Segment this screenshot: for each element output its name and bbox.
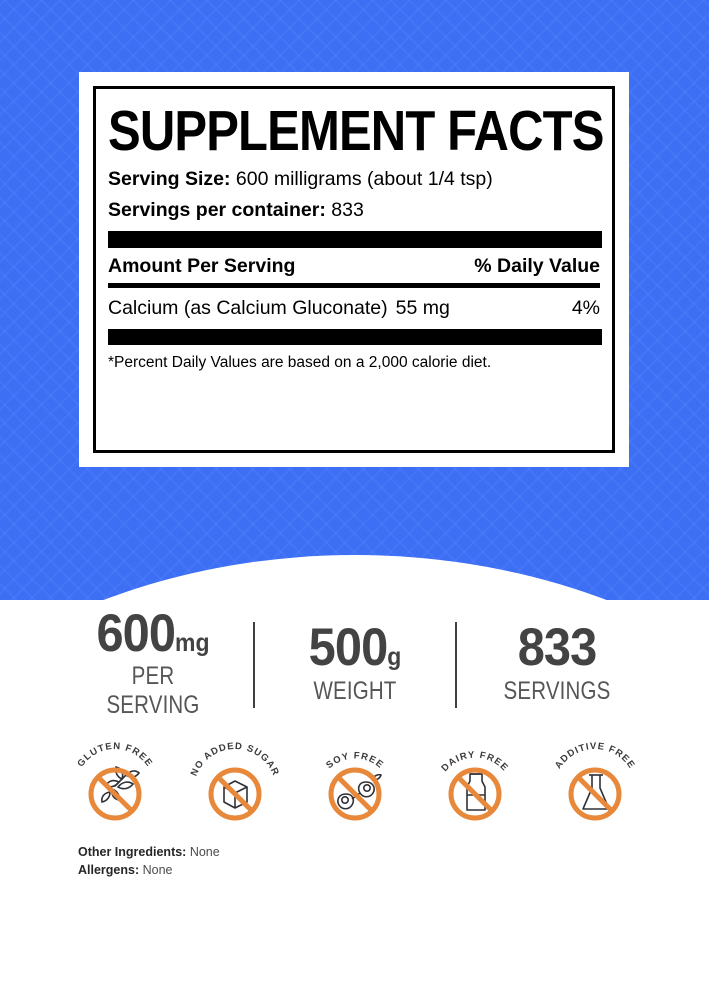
prohibition-circle <box>448 767 501 821</box>
stat-weight: 500g WEIGHT <box>271 618 439 705</box>
table-row: Calcium (as Calcium Gluconate) 55 mg 4% <box>108 297 600 320</box>
svg-text:GLUTEN FREE: GLUTEN FREE <box>75 741 154 769</box>
header-black-bar <box>108 231 602 248</box>
serving-size-label: Serving Size: <box>108 168 231 190</box>
servings-per-container-row: Servings per container: 833 <box>108 199 602 222</box>
header-rule <box>108 283 600 288</box>
prohibition-circle <box>328 767 381 821</box>
supplement-facts-panel: SUPPLEMENT FACTS Serving Size: 600 milli… <box>79 72 629 467</box>
prohibition-slash <box>455 775 494 813</box>
stat-weight-unit: g <box>386 643 401 672</box>
stat-per-serving-unit: mg <box>174 628 210 657</box>
nutrient-daily-value: 4% <box>571 297 600 319</box>
daily-value-footnote: *Percent Daily Values are based on a 2,0… <box>108 354 492 371</box>
prohibition-slash <box>215 775 254 813</box>
badge-soy-free: SOY FREE <box>306 732 404 832</box>
allergens-line: Allergens: None <box>78 861 220 879</box>
prohibition-circle <box>568 767 621 821</box>
nutrient-name: Calcium (as Calcium Gluconate) <box>108 297 388 319</box>
allergens-value: None <box>142 863 173 878</box>
serving-size-value: 600 milligrams (about 1/4 tsp) <box>235 168 493 190</box>
stat-divider <box>252 621 255 708</box>
stats-row: 600mg PER SERVING 500g WEIGHT 833 SERVIN… <box>0 603 709 720</box>
stat-weight-label: WEIGHT <box>313 676 396 705</box>
stat-weight-value: 500g <box>308 618 401 678</box>
supplement-facts-title: SUPPLEMENT FACTS <box>108 99 604 163</box>
prohibition-slash <box>575 775 614 813</box>
supplement-facts-border: SUPPLEMENT FACTS Serving Size: 600 milli… <box>93 86 615 453</box>
servings-per-container-value: 833 <box>331 199 364 221</box>
stat-servings-value: 833 <box>517 618 597 678</box>
certification-badges: GLUTEN FREE NO ADDED SUGAR <box>0 732 709 832</box>
prohibition-circle <box>88 767 141 821</box>
badge-dairy-free: DAIRY FREE <box>426 732 524 832</box>
serving-size-row: Serving Size: 600 milligrams (about 1/4 … <box>108 168 602 191</box>
allergens-label: Allergens: <box>78 863 140 878</box>
daily-value-header: % Daily Value <box>474 255 600 277</box>
badge-gluten-free: GLUTEN FREE <box>66 732 164 832</box>
badge-no-added-sugar: NO ADDED SUGAR <box>186 732 284 832</box>
prohibition-circle <box>208 767 261 821</box>
other-ingredients-value: None <box>189 845 220 859</box>
footer-black-bar <box>108 329 602 345</box>
other-ingredients-label: Other Ingredients: <box>78 845 187 859</box>
table-header-row: Amount Per Serving % Daily Value <box>108 255 600 278</box>
stat-per-serving: 600mg PER SERVING <box>69 603 237 720</box>
svg-text:ADDITIVE FREE: ADDITIVE FREE <box>552 741 636 771</box>
badge-label-additive-free: ADDITIVE FREE <box>552 741 635 771</box>
stat-servings: 833 SERVINGS <box>473 618 641 705</box>
amount-per-serving-header: Amount Per Serving <box>108 255 296 277</box>
flask-icon <box>581 774 610 810</box>
footer-notes: Other Ingredients: None Allergens: None <box>78 843 220 879</box>
stat-per-serving-label: PER SERVING <box>105 662 200 720</box>
stat-per-serving-value: 600mg <box>95 603 210 663</box>
nutrient-amount: 55 mg <box>395 297 450 319</box>
other-ingredients-line: Other Ingredients: None <box>78 843 220 861</box>
prohibition-slash <box>95 775 134 813</box>
badge-label-gluten-free: GLUTEN FREE <box>75 741 153 769</box>
badge-additive-free: ADDITIVE FREE <box>546 732 644 832</box>
stat-divider <box>454 621 457 708</box>
stat-servings-label: SERVINGS <box>503 676 610 705</box>
servings-per-container-label: Servings per container: <box>108 199 326 221</box>
prohibition-slash <box>335 775 374 813</box>
